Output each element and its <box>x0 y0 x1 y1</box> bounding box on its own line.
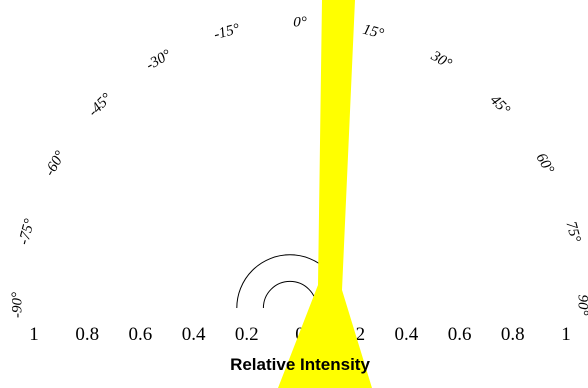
highlight-shape <box>278 0 372 388</box>
angle-label: -60° <box>42 148 69 179</box>
angle-labels: -90° -75° -60° -45° -30° -15° 0° 15° 30° 45° 60° 75… <box>9 14 588 318</box>
angle-label: 30° <box>427 48 454 73</box>
radial-tick-label: 0.8 <box>501 324 525 345</box>
radial-tick-label: 1 <box>561 324 571 345</box>
angle-label: 45° <box>487 92 513 118</box>
angle-label: 15° <box>361 22 385 43</box>
radial-tick-label: 0.4 <box>395 324 419 345</box>
radial-tick-labels: 10.80.60.40.200.20.40.60.81 <box>29 324 571 345</box>
radial-tick-label: 0.4 <box>182 324 206 345</box>
angle-label: 60° <box>533 151 557 177</box>
radial-tick-label: 1 <box>29 324 39 345</box>
angle-label: -75° <box>16 217 38 246</box>
angle-label: -45° <box>85 90 115 120</box>
radial-tick-label: 0.8 <box>75 324 99 345</box>
x-axis-title: Relative Intensity <box>230 355 370 374</box>
highlight-overlay <box>278 0 372 388</box>
radial-tick-label: 0.2 <box>235 324 259 345</box>
angle-label: -90° <box>9 292 25 318</box>
angle-label: 75° <box>562 220 583 244</box>
angle-label: -15° <box>212 21 241 43</box>
angle-label: 0° <box>293 14 307 30</box>
radial-tick-label: 0.6 <box>448 324 472 345</box>
angle-label: 90° <box>575 295 588 316</box>
inner-arc <box>262 280 318 309</box>
angle-label: -30° <box>143 47 174 74</box>
radial-tick-label: 0.6 <box>129 324 153 345</box>
